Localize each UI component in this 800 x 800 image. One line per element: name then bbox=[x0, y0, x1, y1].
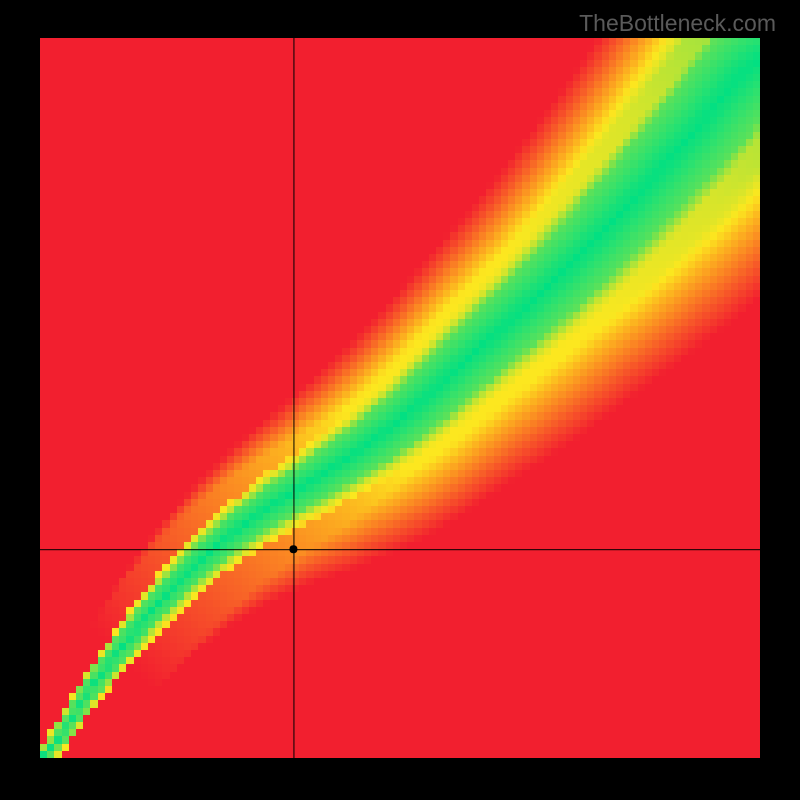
watermark-text: TheBottleneck.com bbox=[579, 10, 776, 37]
bottleneck-heatmap bbox=[40, 38, 760, 758]
chart-container: TheBottleneck.com bbox=[0, 0, 800, 800]
